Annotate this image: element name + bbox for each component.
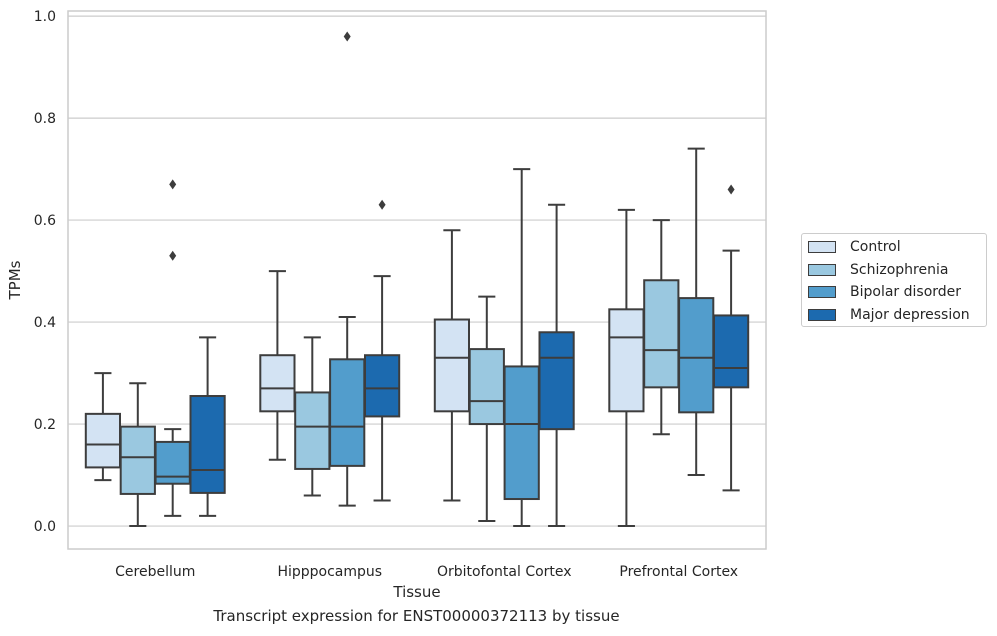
y-axis-label: TPMs xyxy=(6,260,24,300)
box-schizophrenia xyxy=(468,295,505,522)
y-tick-label: 0.2 xyxy=(34,417,56,433)
box-body xyxy=(468,348,505,426)
box-control xyxy=(433,229,471,502)
box-control xyxy=(259,270,296,461)
box-body xyxy=(503,365,540,501)
legend-label: Control xyxy=(850,239,901,255)
box-control xyxy=(84,372,122,482)
outlier-point xyxy=(727,184,735,195)
box-body xyxy=(259,354,296,413)
box-body xyxy=(189,395,226,494)
y-tick-label: 0.4 xyxy=(34,315,56,331)
legend-item: Major depression xyxy=(808,305,970,325)
grid-lines xyxy=(68,15,766,527)
x-tick-label: Cerebellum xyxy=(115,564,195,580)
box-body xyxy=(608,308,645,413)
outlier-point xyxy=(169,179,177,190)
box-bipolar-disorder xyxy=(329,31,366,507)
box-bipolar-disorder xyxy=(503,168,540,528)
x-tick-label: Prefrontal Cortex xyxy=(619,564,738,580)
box-major-depression xyxy=(712,184,750,492)
legend: Control Schizophrenia Bipolar disorder Majo… xyxy=(801,233,987,327)
plot-frame xyxy=(67,10,767,550)
legend-item: Schizophrenia xyxy=(808,260,948,280)
box-body xyxy=(643,279,680,389)
y-tick-label: 1.0 xyxy=(34,9,56,25)
box-body xyxy=(433,318,471,413)
box-bipolar-disorder xyxy=(154,179,191,517)
box-schizophrenia xyxy=(643,219,680,436)
box-schizophrenia xyxy=(119,382,156,528)
legend-swatch xyxy=(808,241,836,253)
box-body xyxy=(294,391,331,470)
y-tick-label: 0.6 xyxy=(34,213,56,229)
legend-label: Major depression xyxy=(850,306,970,323)
box-body xyxy=(84,412,122,469)
legend-swatch xyxy=(808,263,836,276)
box-body xyxy=(538,331,575,431)
legend-swatch xyxy=(808,308,836,321)
box-series xyxy=(84,31,750,528)
box-major-depression xyxy=(363,199,401,502)
box-body xyxy=(712,314,750,389)
legend-item: Control xyxy=(808,237,901,257)
x-tick-label: Orbitofontal Cortex xyxy=(437,564,572,580)
chart-caption: Transcript expression for ENST0000037211… xyxy=(213,607,620,625)
box-body xyxy=(363,354,401,418)
legend-label: Schizophrenia xyxy=(850,261,949,278)
legend-item: Bipolar disorder xyxy=(808,282,961,302)
y-tick-label: 0.0 xyxy=(34,519,56,535)
outlier-point xyxy=(343,31,351,42)
y-tick-label: 0.8 xyxy=(34,111,56,127)
box-body xyxy=(119,425,156,495)
legend-label: Bipolar disorder xyxy=(850,284,962,300)
x-axis-label: Tissue xyxy=(392,583,440,601)
y-tick-labels: 0.0 0.2 0.4 0.6 0.8 1.0 xyxy=(34,9,56,535)
legend-swatch xyxy=(808,286,836,298)
box-schizophrenia xyxy=(294,336,331,497)
x-tick-label: Hipppocampus xyxy=(277,564,382,580)
box-control xyxy=(608,208,645,528)
box-body xyxy=(329,358,366,467)
outlier-point xyxy=(169,250,177,261)
box-major-depression xyxy=(538,203,575,528)
outlier-point xyxy=(378,199,386,210)
box-major-depression xyxy=(189,336,226,517)
box-bipolar-disorder xyxy=(678,147,715,477)
box-body xyxy=(678,297,715,414)
x-tick-labels: Cerebellum Hipppocampus Orbitofontal Corte… xyxy=(115,564,738,580)
